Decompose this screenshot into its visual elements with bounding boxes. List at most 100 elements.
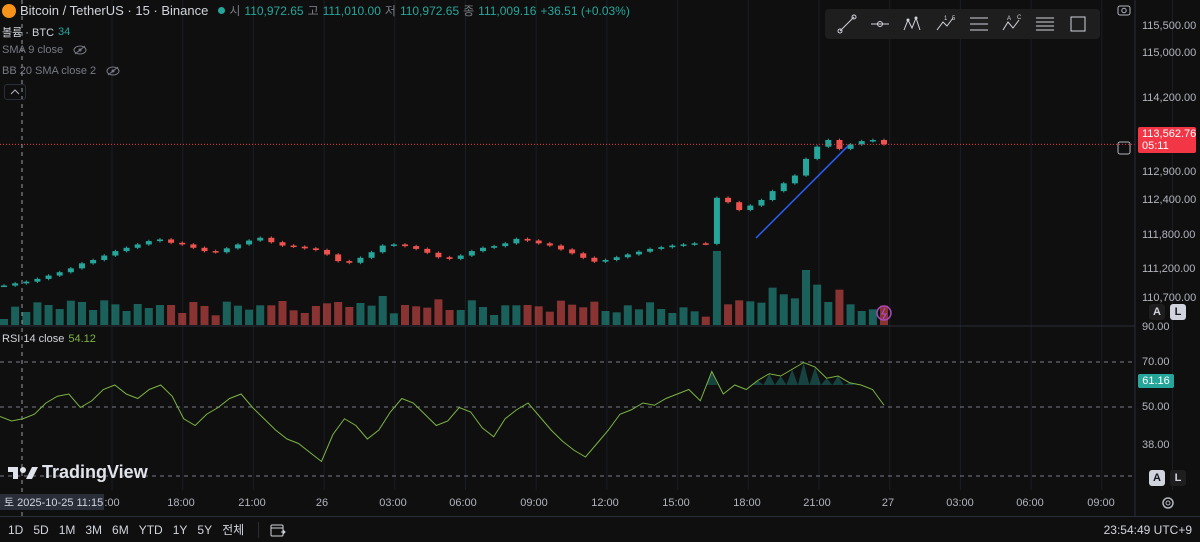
sma-label: SMA 9 close: [2, 44, 64, 56]
trend-line-tool[interactable]: [835, 13, 859, 35]
candle-body: [591, 257, 598, 262]
time-axis-label: 06:00: [449, 497, 477, 509]
rsi-legend[interactable]: RSI 14 close 54.12: [2, 333, 96, 345]
pattern-tool[interactable]: [901, 13, 925, 35]
range-ytd[interactable]: YTD: [138, 522, 163, 537]
range-1y[interactable]: 1Y: [172, 522, 188, 537]
candle-body: [725, 197, 732, 203]
volume-bar: [534, 306, 543, 325]
sma-legend[interactable]: SMA 9 close: [2, 44, 87, 56]
bitcoin-logo-icon: [2, 3, 16, 18]
volume-bar: [133, 304, 142, 325]
volume-bar: [701, 316, 710, 325]
volume-bar: [690, 311, 699, 325]
range-6m[interactable]: 6M: [112, 522, 129, 537]
chevron-up-icon: [10, 89, 20, 95]
symbol-title: Bitcoin / TetherUS · 15 · Binance: [20, 3, 209, 18]
candle-body: [1, 285, 7, 288]
candle-body: [535, 240, 542, 244]
volume-bar: [167, 305, 176, 325]
volume-bar: [144, 308, 153, 325]
candle-body: [803, 158, 810, 176]
volume-bar: [456, 310, 465, 325]
range-3m[interactable]: 3M: [85, 522, 103, 537]
rsi-label: RSI 14 close: [2, 333, 65, 345]
range-1d[interactable]: 1D: [8, 522, 24, 537]
volume-bar: [211, 315, 220, 325]
utc-clock[interactable]: 23:54:49 UTC+9: [1103, 522, 1192, 537]
candle-body: [836, 140, 843, 149]
range-5y[interactable]: 5Y: [197, 522, 213, 537]
candle-body: [468, 251, 475, 256]
price-axis-label: 115,500.00: [1142, 20, 1197, 32]
candle-body: [624, 254, 631, 258]
volume-bar: [490, 315, 499, 325]
candle-body: [524, 238, 531, 241]
volume-bar: [779, 294, 788, 325]
scroll-to-realtime-button[interactable]: [1116, 140, 1132, 156]
candle-body: [647, 248, 654, 252]
price-axis-label: 112,400.00: [1142, 194, 1197, 206]
horizontal-ray-tool[interactable]: [868, 13, 892, 35]
screenshot-button[interactable]: [1116, 2, 1132, 18]
time-axis-label: 18:00: [167, 497, 195, 509]
rsi-auto-scale-button[interactable]: A: [1149, 470, 1165, 486]
candle-body: [580, 253, 587, 258]
time-axis-label: 12:00: [591, 497, 619, 509]
collapse-legend-button[interactable]: [4, 84, 26, 100]
volume-bar: [300, 313, 309, 325]
volume-bar: [412, 306, 421, 325]
symbol-legend[interactable]: Bitcoin / TetherUS · 15 · Binance 시 110,9…: [2, 2, 630, 19]
volume-bar: [77, 302, 86, 325]
fib-channel-tool[interactable]: [1033, 13, 1057, 35]
chart-settings-button[interactable]: [1160, 495, 1176, 511]
time-axis-label: :00: [104, 497, 120, 509]
volume-bar: [556, 300, 565, 325]
volume-bar: [679, 307, 688, 325]
rsi-log-scale-button[interactable]: L: [1170, 470, 1186, 486]
date-range-button[interactable]: [269, 522, 287, 538]
volume-bar: [378, 296, 387, 325]
auto-scale-button[interactable]: A: [1149, 304, 1165, 320]
time-axis-label: 15:00: [662, 497, 690, 509]
logo-text: TradingView: [42, 462, 148, 482]
range-5d[interactable]: 5D: [33, 522, 49, 537]
volume-bar: [724, 304, 733, 325]
candle-body: [379, 245, 386, 253]
low-label: 저: [384, 4, 396, 18]
candle-body: [190, 244, 197, 248]
candle-body: [212, 251, 219, 253]
range-all[interactable]: 전체: [222, 523, 245, 537]
volume-bar: [22, 312, 31, 325]
range-1m[interactable]: 1M: [58, 522, 76, 537]
rectangle-tool[interactable]: [1066, 13, 1090, 35]
volume-bar: [356, 303, 365, 325]
volume-bar: [445, 310, 454, 325]
volume-bar: [501, 305, 510, 325]
rsi-axis-label: 50.00: [1142, 401, 1170, 413]
volume-legend[interactable]: 볼륨 · BTC 34: [2, 24, 70, 40]
open-value: 110,972.65: [244, 3, 304, 18]
price-axis-label: 110,700.00: [1142, 292, 1197, 304]
svg-text:A: A: [1007, 16, 1011, 22]
log-scale-button[interactable]: L: [1170, 304, 1186, 320]
eye-hidden-icon[interactable]: [106, 66, 120, 76]
volume-bar: [200, 306, 209, 325]
svg-text:C: C: [1017, 15, 1022, 21]
volume-bar: [155, 305, 164, 325]
price-axis-label: 114,200.00: [1142, 92, 1197, 104]
candle-body: [290, 245, 297, 248]
eye-hidden-icon[interactable]: [73, 45, 87, 55]
candle-body: [45, 275, 52, 279]
volume-bar: [646, 302, 655, 325]
candle-body: [156, 239, 163, 242]
fib-retracement-tool[interactable]: [967, 13, 991, 35]
bb-legend[interactable]: BB 20 SMA close 2: [2, 65, 120, 77]
rsi-overbought-fill: [706, 362, 856, 385]
open-label: 시: [229, 4, 241, 18]
volume-bar: [44, 305, 53, 325]
